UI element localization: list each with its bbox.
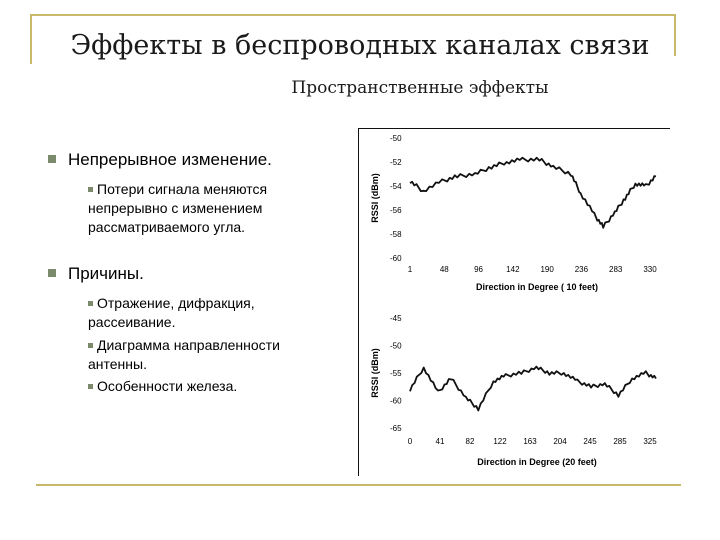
sub-bullet-square-icon (88, 342, 93, 348)
x-tick-label: 82 (466, 437, 475, 446)
frame-right-accent (674, 14, 676, 56)
x-tick-label: 285 (613, 437, 627, 446)
x-tick-label: 41 (436, 437, 445, 446)
sub-bullet-signal-loss: Потери сигнала меняются непрерывно с изм… (88, 180, 338, 237)
sub-bullet-text: Отражение, дифракция, рассеивание. (88, 295, 255, 330)
y-tick-label: -60 (390, 254, 402, 263)
frame-top-rule (30, 14, 675, 16)
y-tick-label: -54 (390, 182, 402, 191)
x-tick-label: 0 (408, 437, 413, 446)
y-tick-label: -52 (390, 158, 402, 167)
y-tick-label: -50 (390, 342, 402, 351)
frame-left-accent (30, 14, 32, 64)
bullet-square-icon (48, 155, 56, 163)
y-tick-label: -65 (390, 424, 402, 433)
x-tick-label: 190 (540, 265, 554, 274)
y-axis-label: RSSI (dBm) (370, 348, 380, 398)
y-tick-label: -60 (390, 397, 402, 406)
bullet-causes: Причины. (48, 264, 144, 284)
sub-bullet-reflection: Отражение, дифракция, рассеивание. (88, 294, 338, 332)
sub-bullet-square-icon (88, 186, 93, 192)
rssi-series-line (409, 156, 657, 229)
chart-frame-top (358, 128, 670, 129)
y-tick-label: -50 (390, 134, 402, 143)
sub-bullet-square-icon (88, 383, 93, 389)
x-tick-label: 245 (583, 437, 597, 446)
x-tick-label: 96 (474, 265, 483, 274)
x-tick-label: 48 (440, 265, 449, 274)
y-tick-label: -55 (390, 369, 402, 378)
x-tick-label: 163 (523, 437, 537, 446)
chart-10-feet: RSSI (dBm) -50 -52 -54 -56 -58 -60 1 48 96 142 190 2… (370, 134, 657, 292)
x-axis-label: Direction in Degree (20 feet) (477, 457, 597, 467)
sub-bullet-text: Потери сигнала меняются непрерывно с изм… (88, 181, 268, 235)
slide-subtitle: Пространственные эффекты (291, 78, 549, 98)
sub-bullet-hardware: Особенности железа. (88, 377, 338, 396)
y-tick-label: -56 (390, 206, 402, 215)
frame-bottom-rule (36, 484, 681, 486)
y-tick-label: -45 (390, 314, 402, 323)
x-axis-label: Direction in Degree ( 10 feet) (476, 282, 598, 292)
chart-20-feet: RSSI (dBm) -45 -50 -55 -60 -65 0 41 82 122 163 204 2… (370, 314, 657, 467)
x-tick-label: 122 (493, 437, 507, 446)
sub-bullet-antenna-pattern: Диаграмма направленности антенны. (88, 336, 338, 374)
y-tick-label: -58 (390, 230, 402, 239)
slide-title: Эффекты в беспроводных каналах связи (70, 30, 650, 61)
rssi-series-line (409, 365, 657, 412)
x-tick-label: 325 (643, 437, 657, 446)
bullet-text: Причины. (68, 264, 144, 283)
chart-frame-left (358, 128, 359, 476)
sub-bullet-text: Диаграмма направленности антенны. (88, 337, 280, 372)
x-tick-label: 330 (643, 265, 657, 274)
y-axis-label: RSSI (dBm) (370, 173, 380, 223)
bullet-square-icon (48, 269, 56, 277)
x-tick-label: 1 (408, 265, 413, 274)
x-tick-label: 142 (506, 265, 520, 274)
x-tick-label: 236 (575, 265, 589, 274)
sub-bullet-square-icon (88, 300, 93, 306)
x-tick-label: 204 (553, 437, 567, 446)
bullet-text: Непрерывное изменение. (68, 150, 272, 169)
sub-bullet-text: Особенности железа. (97, 378, 238, 394)
x-tick-label: 283 (609, 265, 623, 274)
bullet-continuous-change: Непрерывное изменение. (48, 150, 272, 170)
